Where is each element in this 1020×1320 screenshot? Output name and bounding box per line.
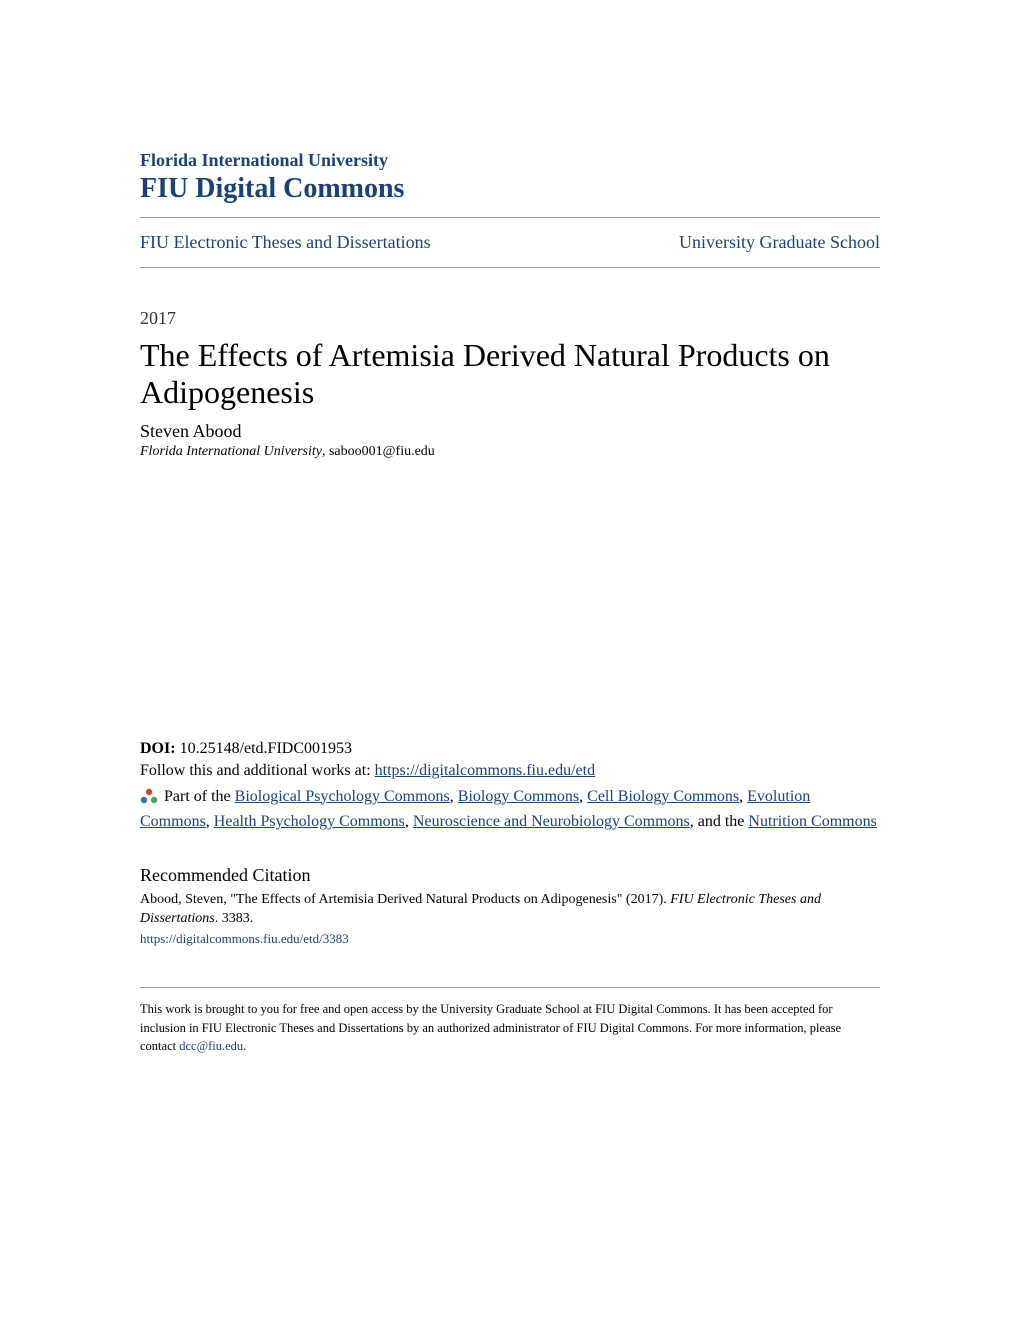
metadata-section: DOI: 10.25148/etd.FIDC001953 Follow this… bbox=[140, 740, 880, 947]
citation-text: Abood, Steven, "The Effects of Artemisia… bbox=[140, 890, 880, 929]
commons-section: Part of the Biological Psychology Common… bbox=[140, 784, 880, 835]
citation-heading: Recommended Citation bbox=[140, 865, 880, 886]
doi-value: 10.25148/etd.FIDC001953 bbox=[176, 740, 352, 757]
affiliation-institution: Florida International University bbox=[140, 444, 322, 459]
footer-divider bbox=[140, 987, 880, 988]
nav-school-link[interactable]: University Graduate School bbox=[679, 232, 880, 253]
commons-prefix: Part of the bbox=[160, 788, 235, 805]
follow-line: Follow this and additional works at: htt… bbox=[140, 762, 880, 780]
breadcrumb-nav: FIU Electronic Theses and Dissertations … bbox=[140, 218, 880, 267]
commons-link-bio-psych[interactable]: Biological Psychology Commons bbox=[235, 788, 450, 805]
commons-link-biology[interactable]: Biology Commons bbox=[458, 788, 579, 805]
document-title: The Effects of Artemisia Derived Natural… bbox=[140, 337, 880, 411]
sep: , bbox=[739, 788, 747, 805]
footer-contact-link[interactable]: dcc@fiu.edu bbox=[179, 1039, 243, 1053]
citation-url[interactable]: https://digitalcommons.fiu.edu/etd/3383 bbox=[140, 931, 880, 947]
doi-line: DOI: 10.25148/etd.FIDC001953 bbox=[140, 740, 880, 758]
commons-link-nutrition[interactable]: Nutrition Commons bbox=[748, 813, 876, 830]
author-affiliation: Florida International University, saboo0… bbox=[140, 444, 880, 460]
header-divider-bottom bbox=[140, 267, 880, 268]
citation-part1: Abood, Steven, "The Effects of Artemisia… bbox=[140, 892, 670, 907]
institution-name: Florida International University bbox=[140, 150, 880, 171]
footer-text: This work is brought to you for free and… bbox=[140, 1000, 880, 1056]
follow-url-link[interactable]: https://digitalcommons.fiu.edu/etd bbox=[375, 762, 595, 779]
sep: , bbox=[405, 813, 413, 830]
commons-link-health-psych[interactable]: Health Psychology Commons bbox=[214, 813, 405, 830]
site-name: FIU Digital Commons bbox=[140, 173, 880, 205]
footer-part2: . bbox=[243, 1039, 246, 1053]
sep: , bbox=[206, 813, 214, 830]
commons-link-neuroscience[interactable]: Neuroscience and Neurobiology Commons bbox=[413, 813, 690, 830]
author-email: , saboo001@fiu.edu bbox=[322, 444, 435, 459]
doi-label: DOI: bbox=[140, 740, 176, 757]
commons-link-cell-biology[interactable]: Cell Biology Commons bbox=[587, 788, 739, 805]
sep: , bbox=[690, 813, 698, 830]
nav-collection-link[interactable]: FIU Electronic Theses and Dissertations bbox=[140, 232, 431, 253]
sep: , bbox=[579, 788, 587, 805]
sep: , bbox=[450, 788, 458, 805]
and-the: and the bbox=[698, 813, 749, 830]
page-header: Florida International University FIU Dig… bbox=[140, 150, 880, 205]
network-icon bbox=[140, 788, 158, 806]
author-name: Steven Abood bbox=[140, 421, 880, 442]
follow-prefix: Follow this and additional works at: bbox=[140, 762, 375, 779]
citation-part2: . 3383. bbox=[215, 911, 254, 926]
publication-year: 2017 bbox=[140, 308, 880, 329]
